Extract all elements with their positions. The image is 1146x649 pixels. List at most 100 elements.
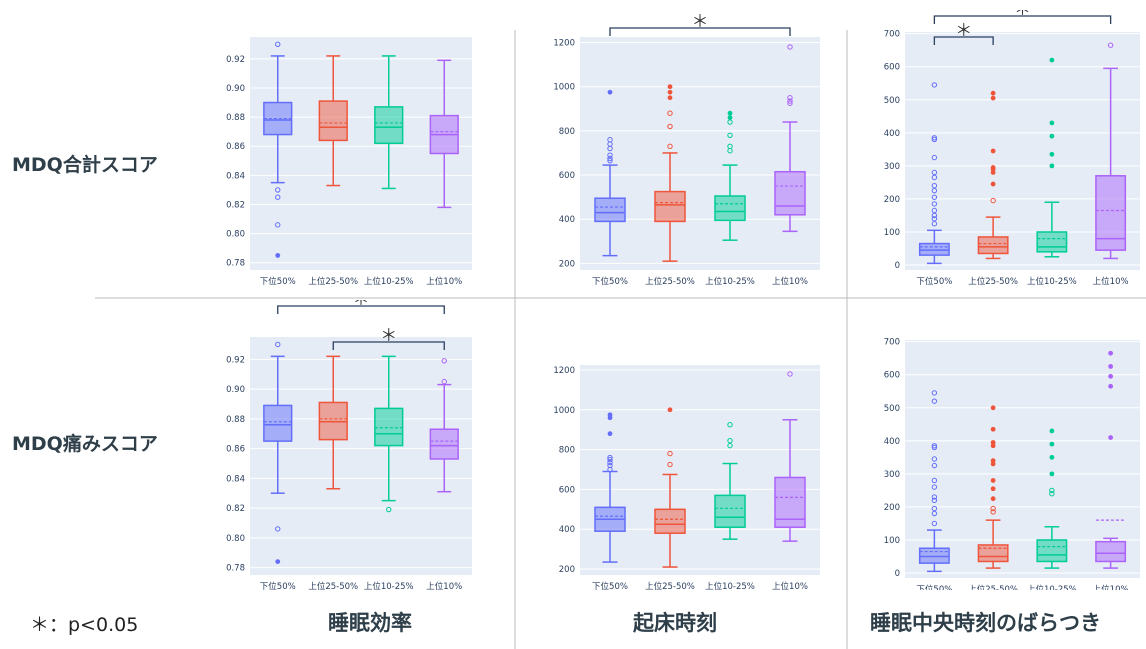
outlier-point — [931, 201, 938, 207]
y-tick-label: 0.78 — [226, 259, 245, 269]
suspected-outlier-point — [1108, 350, 1114, 356]
box-iqr — [977, 544, 1009, 563]
suspected-outlier-point — [1049, 133, 1055, 139]
suspected-outlier-point — [990, 95, 996, 101]
outlier-point — [931, 194, 938, 200]
y-tick-label: 700 — [884, 30, 900, 40]
x-tick-label: 上位10% — [772, 581, 808, 590]
y-tick-label: 0.84 — [226, 474, 245, 484]
y-tick-label: 0.82 — [226, 200, 245, 210]
suspected-outlier-point — [990, 426, 996, 432]
outlier-point — [607, 454, 613, 461]
y-tick-label: 200 — [884, 503, 900, 513]
box-2 — [654, 407, 686, 568]
x-tick-label: 上位10-25% — [1027, 584, 1077, 590]
plot-area — [905, 340, 1140, 578]
bracket-line — [933, 15, 1112, 24]
column-label-wake-time: 起床時刻 — [633, 611, 717, 635]
row-label-mdq-pain: MDQ痛みスコア — [12, 433, 158, 455]
y-tick-label: 0.86 — [226, 445, 245, 455]
outlier-point — [931, 207, 938, 214]
suspected-outlier-point — [990, 90, 996, 96]
x-tick-label: 上位25-50% — [968, 276, 1018, 285]
box-iqr — [374, 106, 404, 145]
box-iqr — [774, 170, 806, 216]
y-tick-label: 600 — [884, 63, 900, 73]
outlier-point — [727, 437, 733, 444]
suspected-outlier-point — [1049, 57, 1055, 63]
suspected-outlier-point — [1108, 435, 1114, 440]
significance-note: ＊：p<0.05 — [30, 614, 139, 636]
box-plot-total-wake-time: 200 400 600 800 1000 1200 下位50% 上位25-50% 上位10-25… — [553, 12, 820, 285]
suspected-outlier-point — [607, 89, 613, 95]
outlier-point — [931, 136, 938, 143]
outlier-point — [931, 221, 938, 227]
box-plot-pain-sleep-efficiency: 0.78 0.80 0.82 0.84 0.86 0.88 0.90 0.92 下位50% 上位2… — [226, 300, 472, 590]
box-3 — [374, 355, 404, 513]
outlier-point — [667, 450, 673, 457]
significance-bracket: ＊ — [332, 326, 445, 350]
box-iqr — [714, 494, 746, 528]
outlier-point — [931, 183, 938, 189]
bracket-line — [332, 341, 445, 350]
outlier-point — [667, 110, 673, 116]
significance-label: ＊ — [1014, 10, 1031, 20]
y-tick-label: 200 — [559, 565, 575, 575]
box-3 — [714, 110, 746, 241]
suspected-outlier-point — [607, 415, 613, 421]
x-tick-label: 上位10% — [426, 276, 462, 287]
column-label-midsleep-variability: 睡眠中央時刻のばらつき — [870, 611, 1101, 635]
outlier-point — [931, 135, 938, 141]
box-4 — [429, 358, 459, 493]
suspected-outlier-point — [727, 110, 733, 116]
box-4 — [774, 371, 806, 542]
box-iqr — [654, 190, 686, 223]
y-tick-label: 600 — [559, 171, 575, 181]
plot-area — [580, 37, 820, 270]
y-tick-label: 400 — [884, 437, 900, 447]
outlier-point — [787, 100, 793, 106]
outlier-point — [990, 197, 996, 204]
box-4 — [429, 59, 459, 209]
suspected-outlier-point — [990, 148, 996, 154]
x-tick-label: 上位10% — [1093, 584, 1129, 590]
y-tick-label: 600 — [559, 485, 575, 495]
suspected-outlier-point — [990, 486, 996, 492]
outlier-point — [727, 422, 733, 428]
box-iqr — [1036, 231, 1068, 253]
y-tick-label: 0.78 — [226, 564, 245, 574]
box-plot-total-sleep-efficiency: 0.78 0.80 0.82 0.84 0.86 0.88 0.90 0.92 下位50% 上位2… — [226, 37, 472, 287]
y-tick-label: 600 — [884, 371, 900, 381]
y-tick-label: 200 — [559, 259, 575, 269]
column-label-sleep-efficiency: 睡眠効率 — [328, 611, 412, 635]
outlier-point — [931, 520, 938, 527]
y-tick-label: 500 — [884, 96, 900, 106]
y-tick-label: 700 — [884, 338, 900, 348]
suspected-outlier-point — [990, 461, 996, 467]
significance-bracket: ＊ — [277, 300, 445, 314]
y-tick-label: 0.86 — [226, 142, 245, 152]
y-tick-label: 400 — [559, 525, 575, 535]
y-tick-label: 0.88 — [226, 415, 245, 425]
x-tick-label: 上位10-25% — [705, 276, 755, 285]
y-tick-label: 300 — [884, 470, 900, 480]
outlier-point — [275, 187, 281, 193]
x-tick-label: 下位50% — [916, 584, 952, 590]
outlier-point — [931, 505, 938, 512]
y-tick-label: 300 — [884, 162, 900, 172]
y-tick-label: 0.84 — [226, 171, 245, 181]
y-tick-label: 500 — [884, 404, 900, 414]
y-tick-label: 0.90 — [226, 385, 245, 395]
outlier-point — [931, 169, 938, 176]
box-iqr — [374, 407, 404, 447]
outlier-point — [990, 505, 996, 512]
outlier-point — [931, 494, 938, 500]
y-tick-label: 800 — [559, 446, 575, 456]
x-tick-label: 上位25-50% — [308, 581, 358, 590]
box-2 — [318, 55, 348, 187]
box-3 — [1036, 428, 1068, 569]
suspected-outlier-point — [990, 478, 996, 483]
box-4 — [1095, 42, 1127, 260]
